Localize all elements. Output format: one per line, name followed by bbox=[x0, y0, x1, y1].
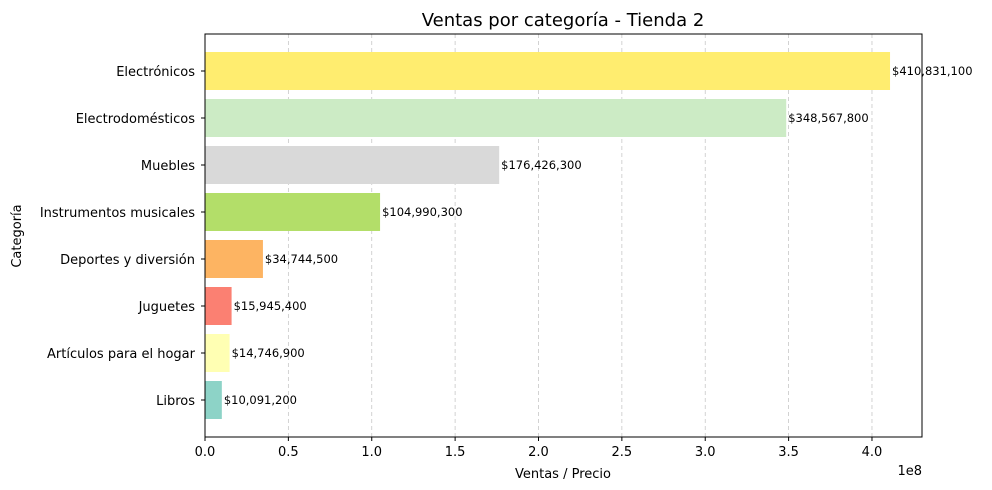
bars bbox=[205, 52, 891, 419]
bar bbox=[205, 52, 891, 90]
y-tick-label: Artículos para el hogar bbox=[47, 347, 196, 362]
bar bbox=[205, 287, 232, 325]
y-ticks: Electrónicos Electrodomésticos Muebles Inst… bbox=[40, 65, 205, 409]
y-tick-label: Electrónicos bbox=[116, 65, 195, 80]
bar bbox=[205, 381, 222, 419]
x-ticks: 0.0 0.5 1.0 1.5 2.0 2.5 3.0 3.5 4.0 bbox=[195, 437, 883, 460]
y-tick-label: Libros bbox=[156, 394, 195, 409]
y-tick-label: Electrodomésticos bbox=[76, 112, 196, 127]
bar-value-label: $104,990,300 bbox=[382, 205, 462, 219]
x-tick-label: 3.0 bbox=[695, 445, 716, 460]
bar bbox=[205, 193, 381, 231]
bar-value-labels: $410,831,100 $348,567,800 $176,426,300 $104… bbox=[224, 64, 973, 407]
chart-title: Ventas por categoría - Tienda 2 bbox=[422, 10, 705, 31]
plot-frame bbox=[204, 33, 923, 438]
x-tick-label: 0.5 bbox=[278, 445, 299, 460]
bar bbox=[205, 146, 500, 184]
bar-value-label: $10,091,200 bbox=[224, 393, 297, 407]
x-axis-label: Ventas / Precio bbox=[515, 467, 611, 482]
bar bbox=[205, 99, 787, 137]
bar-value-label: $176,426,300 bbox=[501, 158, 581, 172]
bar-value-label: $14,746,900 bbox=[232, 346, 305, 360]
y-axis-label: Categoría bbox=[10, 204, 25, 267]
bar bbox=[205, 240, 263, 278]
bar-value-label: $15,945,400 bbox=[234, 299, 307, 313]
bar-value-label: $410,831,100 bbox=[892, 64, 972, 78]
y-tick-label: Juguetes bbox=[138, 300, 196, 315]
x-tick-label: 2.0 bbox=[528, 445, 549, 460]
x-axis-scale-label: 1e8 bbox=[897, 464, 922, 479]
bar bbox=[205, 334, 230, 372]
x-tick-label: 3.5 bbox=[778, 445, 799, 460]
bar-value-label: $348,567,800 bbox=[788, 111, 868, 125]
x-tick-label: 0.0 bbox=[195, 445, 216, 460]
y-tick-label: Deportes y diversión bbox=[60, 253, 195, 268]
x-tick-label: 4.0 bbox=[862, 445, 883, 460]
bar-value-label: $34,744,500 bbox=[265, 252, 338, 266]
x-tick-label: 1.5 bbox=[445, 445, 466, 460]
x-tick-label: 1.0 bbox=[361, 445, 382, 460]
grid bbox=[204, 34, 873, 437]
y-tick-label: Muebles bbox=[141, 159, 195, 174]
x-tick-label: 2.5 bbox=[612, 445, 633, 460]
y-tick-label: Instrumentos musicales bbox=[40, 206, 195, 221]
